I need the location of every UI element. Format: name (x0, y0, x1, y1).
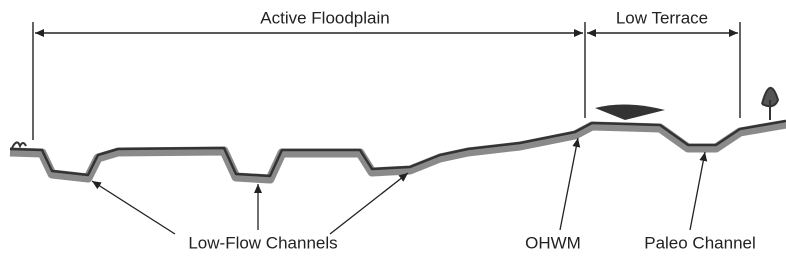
floodplain-diagram: Active Floodplain Low Terrace Low-Flow C… (0, 0, 786, 263)
dimension-label: Active Floodplain (260, 8, 389, 27)
dimension-label: Low Terrace (616, 8, 708, 27)
dimension-lines (33, 22, 740, 140)
label: Low-Flow Channels (188, 233, 337, 252)
label: Paleo Channel (644, 233, 756, 252)
ground-profile (10, 88, 786, 179)
label: OHWM (525, 233, 581, 252)
